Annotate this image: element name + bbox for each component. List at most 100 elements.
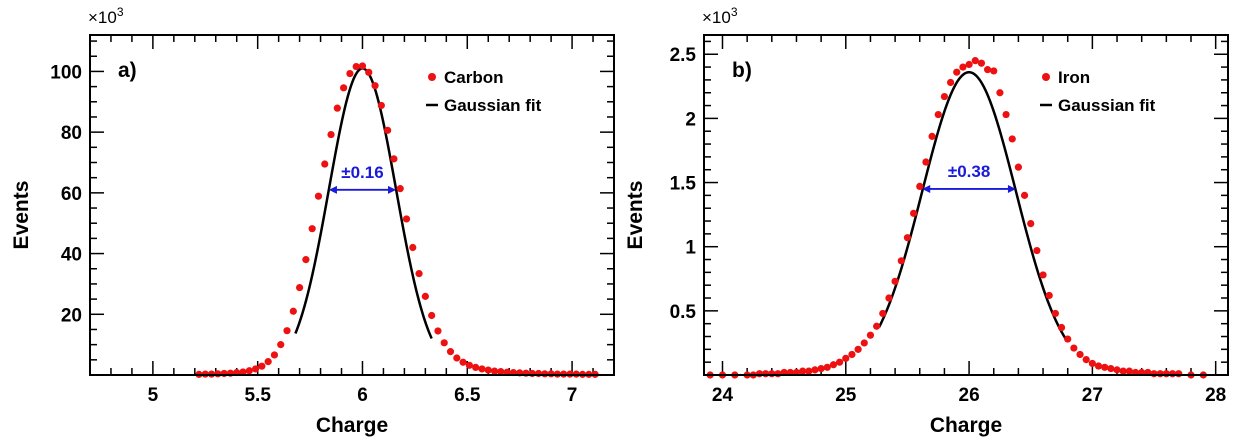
data-point <box>755 370 764 378</box>
data-point <box>327 130 335 139</box>
data-point <box>965 60 973 69</box>
y-multiplier: ×103 <box>88 5 124 27</box>
data-point <box>428 311 436 320</box>
data-point <box>1027 220 1035 228</box>
data-point <box>774 370 782 378</box>
data-point <box>415 270 423 278</box>
data-point <box>283 327 291 335</box>
data-point <box>848 350 856 359</box>
width-label: ±0.38 <box>948 162 990 181</box>
data-point <box>390 155 398 163</box>
data-point <box>277 341 285 349</box>
width-arrow-head-right <box>1007 184 1016 193</box>
data-point <box>1045 291 1053 300</box>
data-point <box>358 62 367 70</box>
data-point <box>990 67 998 75</box>
data-point <box>805 367 813 375</box>
fit-line <box>294 67 433 339</box>
y-axis-title: Events <box>624 181 647 250</box>
data-point <box>541 370 549 378</box>
data-point <box>1082 356 1090 364</box>
data-point <box>214 370 222 378</box>
data-point <box>1057 323 1066 332</box>
data-point <box>239 368 247 376</box>
data-point <box>434 327 442 335</box>
data-point <box>1156 370 1164 378</box>
data-point <box>885 294 893 302</box>
data-point <box>346 69 354 78</box>
x-axis-title: Charge <box>316 414 388 437</box>
data-point <box>903 234 912 242</box>
y-tick-labels: 0.5 1 1.5 2 2.5 <box>670 45 697 323</box>
data-point <box>453 354 461 362</box>
data-point <box>1162 370 1170 378</box>
data-point <box>396 185 404 193</box>
x-tick-label: 28 <box>1205 385 1226 406</box>
data-point <box>829 361 838 369</box>
data-point <box>842 354 850 362</box>
y-tick-label: 1.5 <box>670 174 697 195</box>
data-point <box>459 358 467 366</box>
data-point <box>333 104 341 112</box>
data-point <box>1094 362 1103 370</box>
x-tick-label: 5 <box>148 385 159 406</box>
data-point <box>497 368 505 376</box>
x-tick-label: 6.5 <box>454 385 481 406</box>
data-point <box>996 89 1004 97</box>
data-point <box>953 68 961 76</box>
data-point <box>258 362 266 370</box>
data-point <box>1033 246 1041 255</box>
legend-label-data: Carbon <box>444 68 504 87</box>
data-point <box>866 331 875 339</box>
data-point <box>302 256 310 264</box>
y-tick-label: 2 <box>685 109 696 130</box>
data-point <box>1175 370 1183 378</box>
legend: Carbon Gaussian fit <box>426 68 542 115</box>
data-point <box>352 62 360 71</box>
y-multiplier: ×103 <box>702 5 738 27</box>
data-point <box>1150 370 1158 378</box>
data-point <box>879 309 887 318</box>
data-point <box>916 182 924 190</box>
axis-ticks <box>704 35 1228 375</box>
data-point <box>823 363 831 371</box>
data-point <box>891 277 899 285</box>
legend-label-fit: Gaussian fit <box>1058 96 1156 115</box>
data-point <box>490 367 499 375</box>
data-point <box>1125 367 1133 375</box>
legend-marker-points <box>428 73 436 81</box>
y-axis-title: Events <box>10 181 33 250</box>
data-point <box>1008 135 1016 143</box>
legend-marker-points <box>1042 73 1050 81</box>
data-point <box>365 68 373 76</box>
data-point <box>421 292 429 300</box>
y-tick-label: 20 <box>61 305 82 326</box>
data-point <box>484 366 492 374</box>
data-point <box>1070 344 1078 352</box>
data-point <box>799 367 807 375</box>
data-point <box>854 345 862 353</box>
gaussian-fit-curve <box>294 67 433 339</box>
data-point <box>446 348 455 356</box>
x-tick-label: 25 <box>835 385 857 406</box>
data-point <box>940 92 949 101</box>
x-axis-title: Charge <box>930 414 1002 437</box>
data-point <box>402 215 411 223</box>
x-tick-label: 26 <box>959 385 980 406</box>
chart-panel-carbon: 5 5.5 6 6.5 7 20 40 60 80 100 ±0.16 ×103 a) Carb… <box>10 5 615 437</box>
chart-panel-iron: 24 25 26 27 28 0.5 1 1.5 2 2.5 ±0.38 ×103 b) Iro… <box>624 5 1229 437</box>
data-point <box>340 84 348 92</box>
data-point <box>1039 271 1047 279</box>
data-point <box>836 358 844 366</box>
data-point <box>245 367 253 375</box>
data-point <box>1113 366 1121 374</box>
data-point <box>1014 163 1023 171</box>
data-point <box>762 370 770 378</box>
data-point <box>983 66 992 74</box>
data-point <box>371 82 379 90</box>
data-point <box>377 101 385 110</box>
data-point <box>547 370 555 378</box>
x-tick-label: 5.5 <box>244 385 271 406</box>
x-tick-labels: 24 25 26 27 28 <box>712 385 1226 406</box>
x-tick-label: 6 <box>357 385 368 406</box>
